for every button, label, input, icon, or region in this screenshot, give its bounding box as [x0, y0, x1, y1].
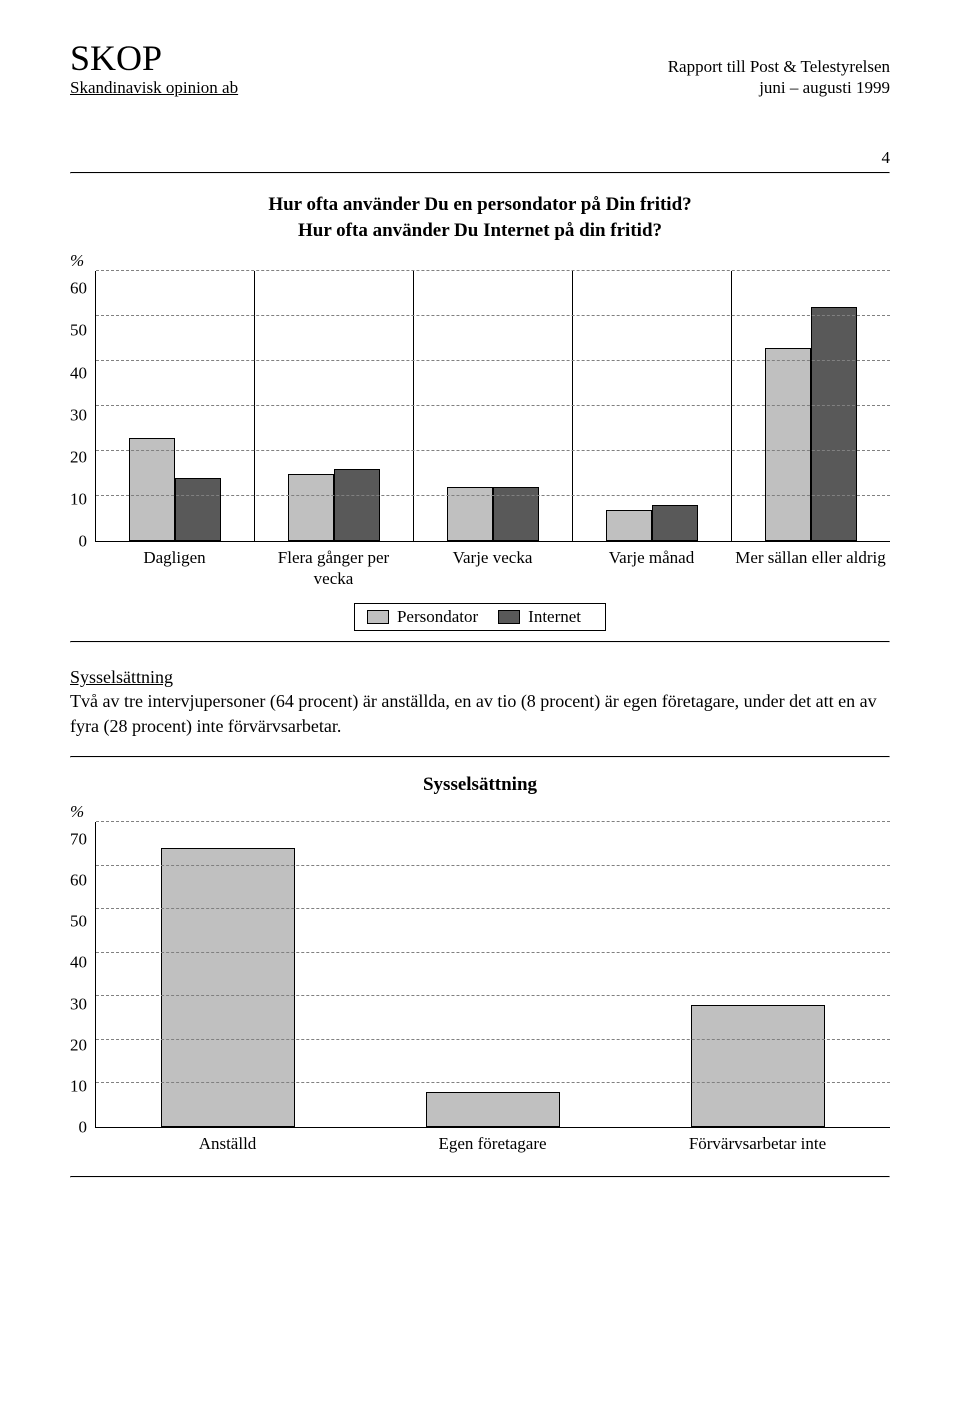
- chart1-y-tick: 10: [70, 491, 87, 508]
- chart1-x-label: Dagligen: [95, 548, 254, 589]
- chart1-bar: [765, 348, 811, 542]
- chart1-x-label: Mer sällan eller aldrig: [731, 548, 890, 589]
- chart2-y-axis: 706050403020100: [70, 822, 95, 1127]
- chart2-y-tick: 60: [70, 872, 87, 889]
- chart1-y-tick: 30: [70, 406, 87, 423]
- legend-label: Internet: [528, 607, 581, 627]
- chart1-bar: [606, 510, 652, 542]
- chart1-y-tick: 0: [79, 533, 88, 550]
- chart2-y-tick: 10: [70, 1077, 87, 1094]
- chart2-x-label: Egen företagare: [360, 1134, 625, 1154]
- section-heading: Sysselsättning: [70, 667, 173, 687]
- chart1-cluster: [414, 271, 573, 541]
- chart1-y-tick: 50: [70, 322, 87, 339]
- chart1-cluster: [255, 271, 414, 541]
- chart1-title: Hur ofta använder Du en persondator på D…: [70, 192, 890, 243]
- chart1-bar: [811, 307, 857, 541]
- chart2-title: Sysselsättning: [70, 774, 890, 796]
- chart2-bar: [691, 1005, 825, 1127]
- chart2-bar: [161, 848, 295, 1127]
- chart2-y-tick: 40: [70, 954, 87, 971]
- report-period: juni – augusti 1999: [668, 77, 890, 98]
- legend-swatch: [367, 610, 389, 624]
- chart1-x-label: Varje månad: [572, 548, 731, 589]
- legend-label: Persondator: [397, 607, 478, 627]
- chart2-x-labels: AnställdEgen företagareFörvärvsarbetar i…: [95, 1134, 890, 1154]
- chart1-title-line2: Hur ofta använder Du Internet på din fri…: [298, 220, 662, 241]
- chart2-cluster: [625, 822, 890, 1127]
- page-header: SKOP Skandinavisk opinion ab Rapport til…: [70, 40, 890, 98]
- chart2-x-label: Anställd: [95, 1134, 360, 1154]
- chart2-bar: [426, 1092, 560, 1127]
- chart2-y-tick: 70: [70, 830, 87, 847]
- chart2-y-tick: 20: [70, 1036, 87, 1053]
- chart1-bar: [652, 505, 698, 541]
- legend-swatch: [498, 610, 520, 624]
- chart2-cluster: [96, 822, 361, 1127]
- chart1-cluster: [732, 271, 890, 541]
- chart2-x-label: Förvärvsarbetar inte: [625, 1134, 890, 1154]
- chart1-x-labels: DagligenFlera gånger per veckaVarje veck…: [95, 548, 890, 589]
- chart1-bar: [334, 469, 380, 541]
- chart1-bar: [129, 438, 175, 542]
- bottom-separator: [70, 1176, 890, 1178]
- document-page: SKOP Skandinavisk opinion ab Rapport til…: [0, 0, 960, 1218]
- chart2-y-tick: 0: [79, 1118, 88, 1135]
- skop-subtitle: Skandinavisk opinion ab: [70, 78, 238, 98]
- chart1-x-label: Varje vecka: [413, 548, 572, 589]
- chart1-y-axis: 6050403020100: [70, 271, 95, 541]
- header-right: Rapport till Post & Telestyrelsen juni –…: [668, 56, 890, 99]
- chart2-plot-area: [95, 822, 890, 1128]
- chart1-x-label: Flera gånger per vecka: [254, 548, 413, 589]
- page-number: 4: [70, 148, 890, 168]
- chart1-legend: Persondator Internet: [70, 603, 890, 631]
- chart1-cluster: [573, 271, 732, 541]
- chart1-cluster: [96, 271, 255, 541]
- chart1-bar: [175, 478, 221, 541]
- chart2-cluster: [361, 822, 626, 1127]
- mid-separator-2: [70, 756, 890, 758]
- header-left: SKOP Skandinavisk opinion ab: [70, 40, 238, 98]
- chart1-plot-area: [95, 271, 890, 542]
- report-recipient: Rapport till Post & Telestyrelsen: [668, 56, 890, 77]
- chart1-y-tick: 40: [70, 364, 87, 381]
- chart1-y-tick: 20: [70, 448, 87, 465]
- chart1-bar: [288, 474, 334, 542]
- chart1-y-unit: %: [70, 251, 110, 271]
- chart2-y-tick: 30: [70, 995, 87, 1012]
- chart2-y-tick: 50: [70, 913, 87, 930]
- body-text-block: Sysselsättning Två av tre intervjuperson…: [70, 665, 890, 738]
- chart1-title-line1: Hur ofta använder Du en persondator på D…: [268, 194, 691, 215]
- chart2-y-unit: %: [70, 802, 110, 822]
- chart1-y-tick: 60: [70, 280, 87, 297]
- skop-logo-text: SKOP: [70, 40, 238, 76]
- chart2: % 70 60 50 40 30 20 10 0 AnställdEgen företagar…: [70, 802, 890, 1154]
- top-separator: [70, 172, 890, 174]
- chart1: % 60 50 40 30 20 10 0 DagligenFlera gånger per…: [70, 251, 890, 631]
- section-paragraph: Två av tre intervjupersoner (64 procent)…: [70, 691, 877, 735]
- mid-separator-1: [70, 641, 890, 643]
